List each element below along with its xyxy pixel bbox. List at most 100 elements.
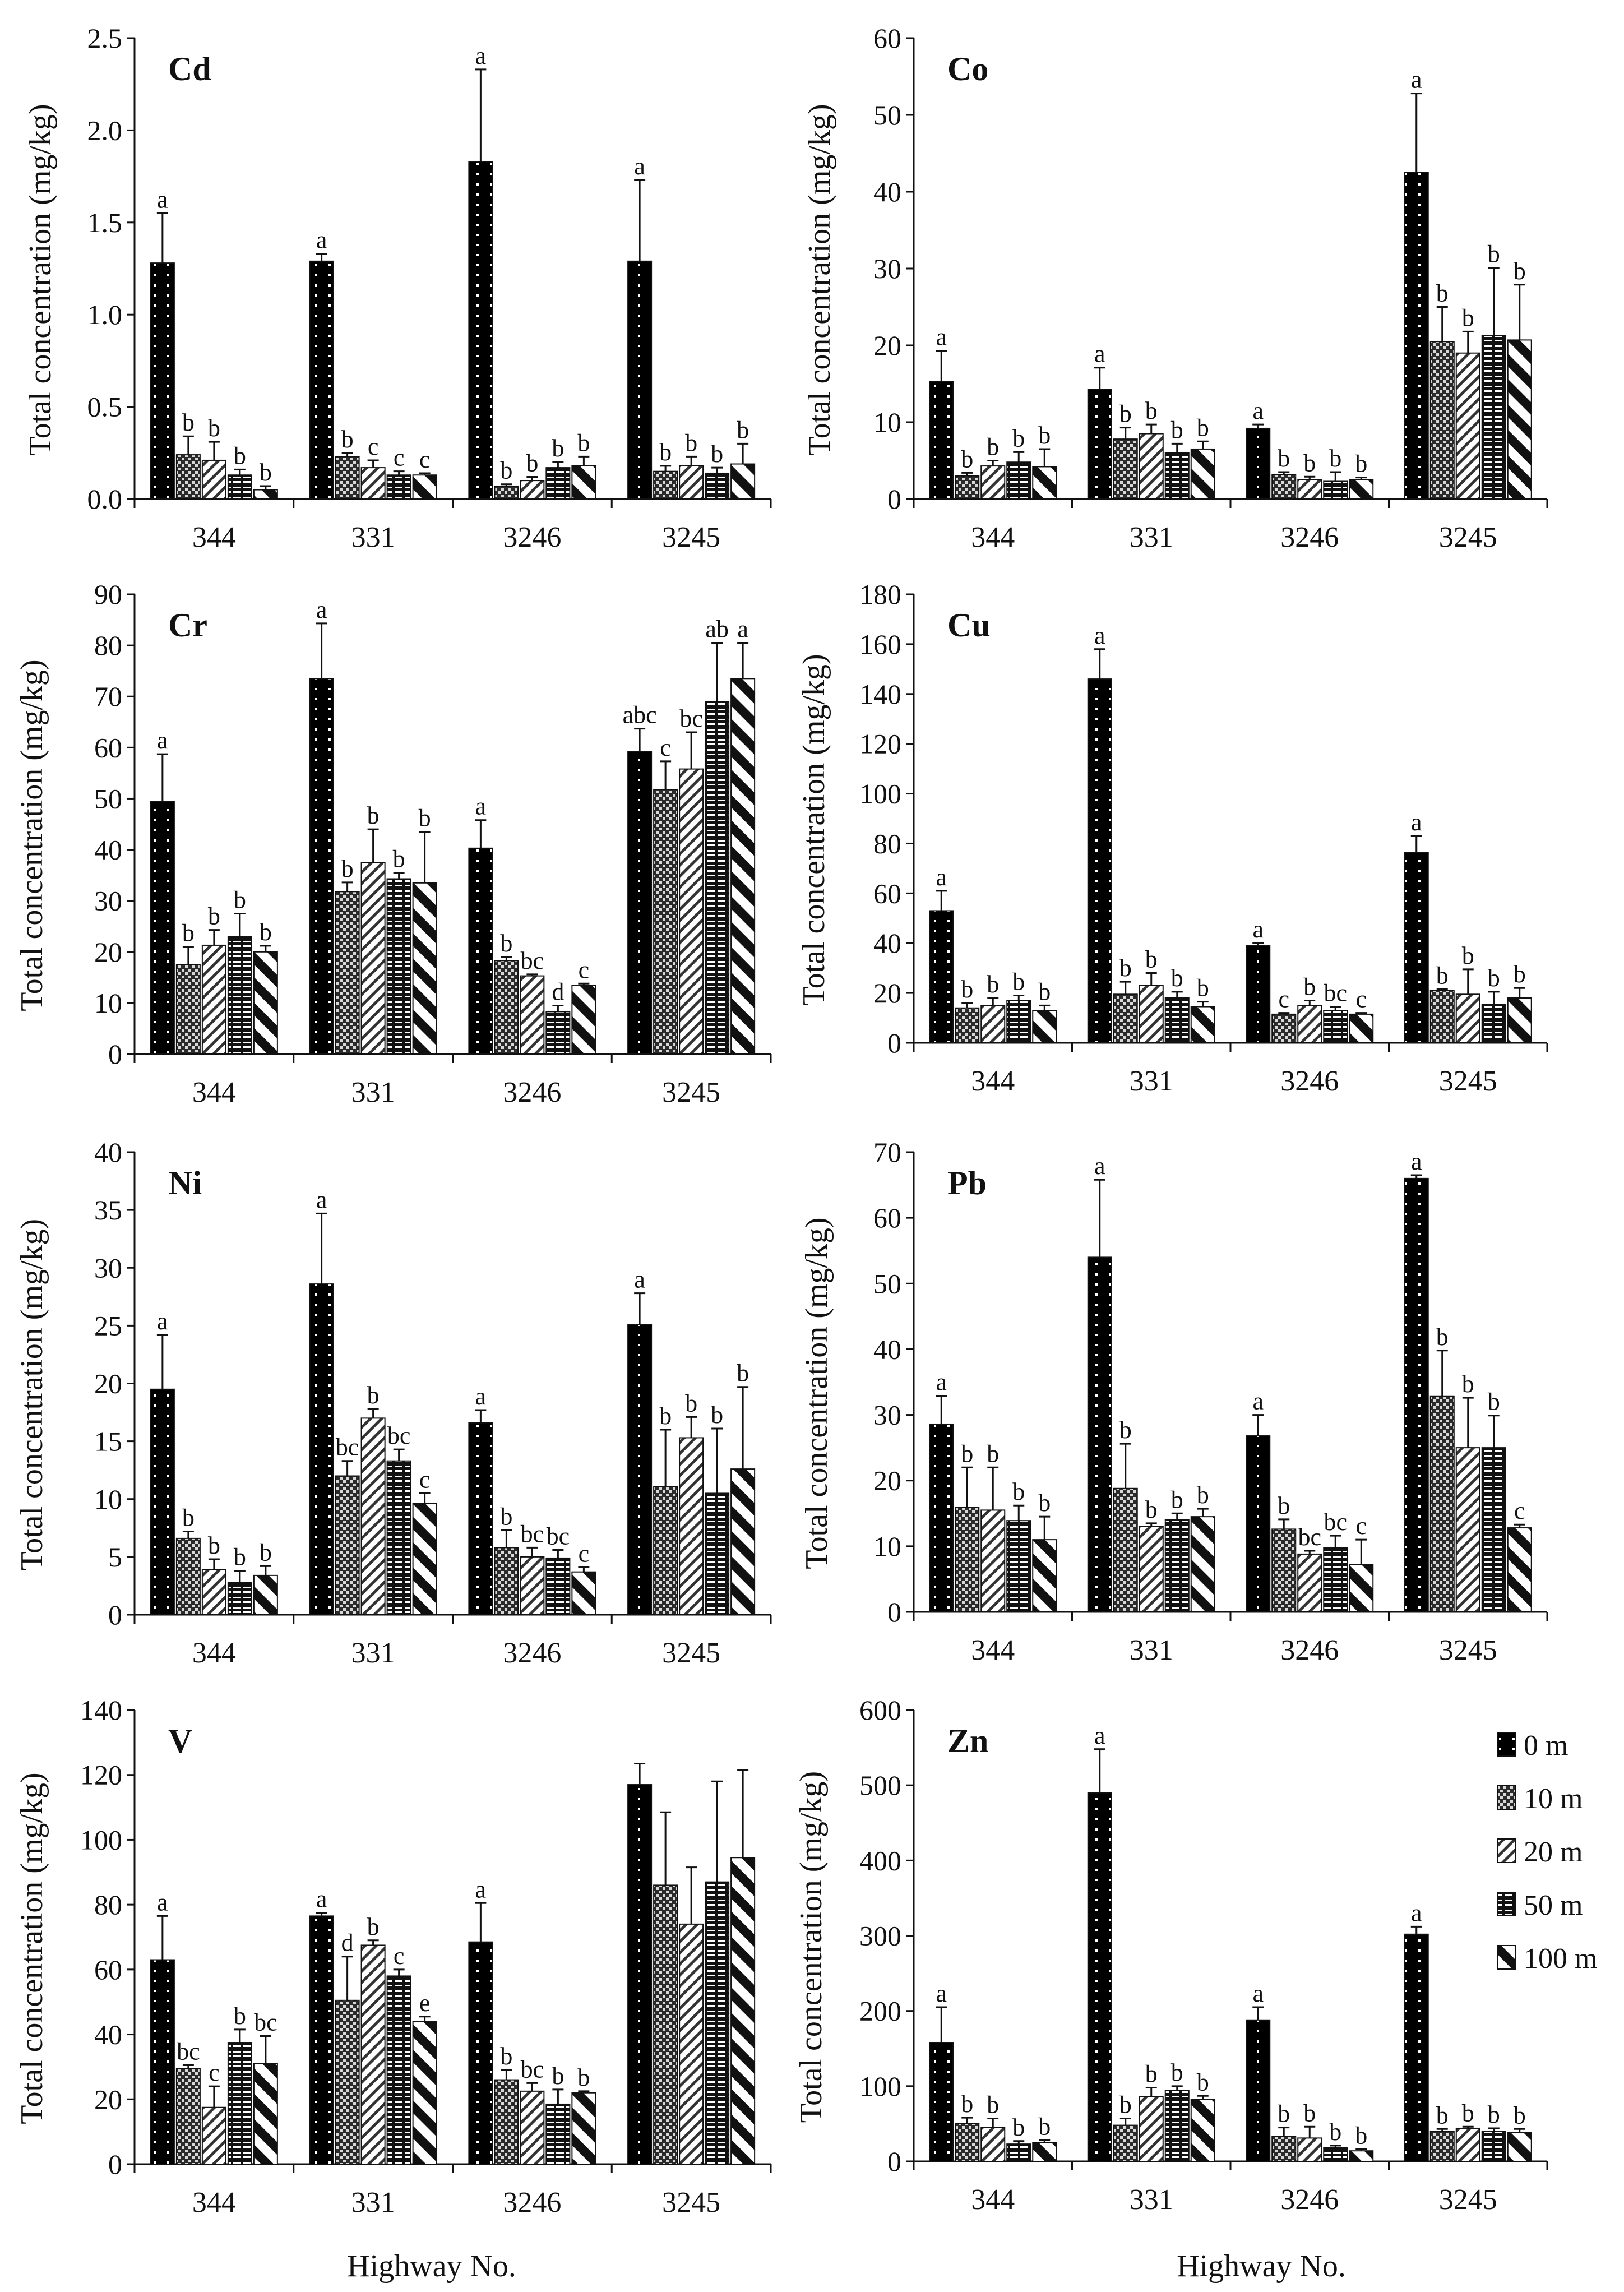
significance-letter: a (1094, 622, 1105, 649)
y-tick-label: 100 (80, 1824, 122, 1855)
significance-letter: b (1119, 2091, 1132, 2119)
y-tick-label: 30 (873, 1399, 901, 1431)
significance-letter: b (1488, 1388, 1500, 1416)
significance-letter: b (208, 1532, 220, 1559)
bar-0m (627, 751, 653, 1055)
y-axis-label: Total concentration (mg/kg) (23, 104, 58, 455)
legend-swatch-10m (1497, 1785, 1516, 1810)
bar-20m (520, 480, 545, 500)
x-category-label: 3245 (1439, 2184, 1497, 2216)
significance-letter: b (1514, 257, 1526, 285)
significance-letter: b (1488, 964, 1500, 992)
legend-swatch-20m (1497, 1838, 1516, 1863)
bar-20m (1455, 352, 1480, 500)
bar-20m (679, 768, 704, 1055)
panel-zn: 0 100 200 300 400 500 600 Total concentration (… (794, 1694, 1548, 2216)
significance-letter: bc (336, 1434, 359, 1461)
bar-20m (980, 1005, 1006, 1044)
bar-0m (929, 381, 954, 500)
x-category-label: 3246 (1280, 2184, 1339, 2216)
x-axis-title-right: Highway No. (1177, 2249, 1346, 2284)
bar-20m (679, 1437, 704, 1615)
bar-50m (1006, 2143, 1031, 2162)
significance-letter: a (475, 42, 487, 70)
significance-letter: b (208, 903, 220, 930)
x-category-label: 3245 (662, 1637, 720, 1669)
y-tick-label: 100 (859, 2071, 901, 2102)
bar-20m (520, 975, 545, 1055)
x-category-label: 344 (971, 1634, 1015, 1666)
significance-letter: b (1171, 1486, 1183, 1513)
panel-cd: 0.0 0.5 1.0 1.5 2.0 2.5 Total concentration (m… (23, 22, 772, 553)
bar-0m (1404, 1933, 1429, 2162)
y-tick-label: 40 (873, 176, 901, 207)
significance-letter: b (1278, 445, 1290, 472)
significance-letter: d (341, 1929, 354, 1957)
panel-pb: 0 10 20 30 40 50 60 70 Total concentration (mg/k… (799, 1136, 1548, 1666)
bar-10m (653, 1486, 678, 1615)
significance-letter: c (419, 1466, 431, 1493)
y-tick-label: 180 (859, 579, 901, 610)
significance-letter: b (1038, 978, 1051, 1005)
y-tick-label: 140 (859, 678, 901, 710)
significance-letter: b (1303, 449, 1316, 477)
significance-letter: b (711, 1401, 723, 1429)
x-category-label: 331 (351, 1076, 395, 1108)
significance-letter: b (737, 1360, 749, 1387)
bar-100m (412, 2021, 437, 2165)
significance-letter: b (208, 414, 220, 442)
bar-20m (520, 2090, 545, 2165)
bar-100m (1032, 2142, 1057, 2162)
panel-cr: 0 10 20 30 40 50 60 70 80 90 Total concentration (… (15, 579, 772, 1108)
bar-20m (1139, 1526, 1164, 1613)
y-tick-label: 70 (94, 681, 122, 712)
bar-50m (1323, 1010, 1348, 1043)
bar-100m (1032, 466, 1057, 500)
y-tick-label: 50 (873, 99, 901, 131)
significance-letter: d (552, 978, 564, 1005)
significance-letter: abc (623, 701, 657, 729)
bar-10m (955, 1007, 980, 1044)
bar-100m (1190, 1516, 1215, 1612)
bar-50m (1481, 2131, 1506, 2162)
y-tick-label: 140 (80, 1694, 122, 1726)
significance-letter: c (209, 2059, 220, 2086)
y-axis-label: Total concentration (mg/kg) (794, 1771, 829, 2123)
bar-100m (1190, 2099, 1215, 2162)
bar-50m (386, 474, 411, 500)
significance-letter: a (1094, 340, 1105, 368)
panel-title: Cd (168, 50, 211, 87)
bar-100m (730, 1468, 756, 1615)
bar-100m (1507, 339, 1532, 500)
significance-letter: a (634, 153, 645, 180)
y-tick-label: 70 (873, 1136, 901, 1168)
y-tick-label: 20 (873, 1465, 901, 1496)
significance-letter: b (234, 1544, 246, 1571)
y-axis-label: Total concentration (mg/kg) (15, 1772, 49, 2124)
significance-letter: c (368, 433, 379, 460)
significance-letter: b (1012, 968, 1025, 996)
significance-letter: b (961, 445, 973, 473)
bar-10m (653, 1884, 678, 2165)
y-tick-label: 20 (873, 330, 901, 361)
significance-letter: b (961, 976, 973, 1003)
significance-letter: b (500, 1503, 512, 1530)
significance-letter: b (1462, 2099, 1474, 2127)
bar-10m (1271, 2136, 1297, 2162)
significance-letter: b (260, 1538, 272, 1566)
bar-20m (1297, 1553, 1322, 1613)
significance-letter: b (1145, 946, 1158, 973)
bar-100m (1032, 1010, 1057, 1043)
bar-20m (980, 465, 1006, 500)
significance-letter: a (316, 1186, 327, 1213)
significance-letter: b (234, 886, 246, 913)
x-category-label: 344 (971, 1065, 1015, 1097)
y-tick-label: 2.0 (87, 114, 123, 146)
significance-letter: b (1514, 960, 1526, 988)
y-tick-label: 2.5 (87, 22, 123, 54)
bar-20m (520, 1556, 545, 1615)
significance-letter: c (660, 734, 671, 761)
x-axis-title-left: Highway No. (347, 2249, 516, 2284)
significance-letter: b (987, 2091, 999, 2119)
y-tick-label: 10 (94, 1484, 122, 1515)
